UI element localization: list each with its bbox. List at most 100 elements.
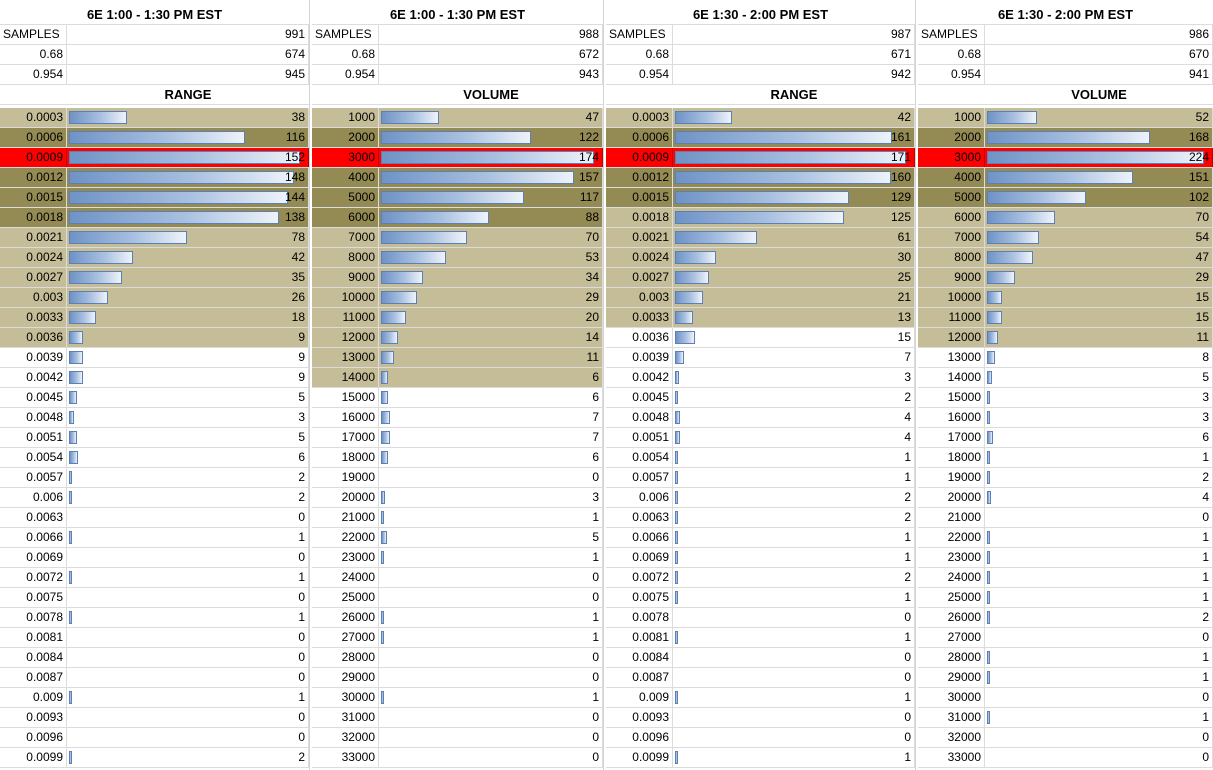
bin-row[interactable]: 15000 3 — [918, 388, 1213, 408]
bin-row[interactable]: 11000 20 — [312, 308, 603, 328]
stats-row[interactable]: SAMPLES 991 — [0, 25, 309, 45]
bin-row[interactable]: 0.0039 7 — [606, 348, 915, 368]
bin-row[interactable]: 26000 1 — [312, 608, 603, 628]
bin-row[interactable]: 0.009 1 — [0, 688, 309, 708]
bin-row[interactable]: 28000 1 — [918, 648, 1213, 668]
bin-row[interactable]: 2000 168 — [918, 128, 1213, 148]
bin-row[interactable]: 30000 1 — [312, 688, 603, 708]
bin-row[interactable]: 4000 151 — [918, 168, 1213, 188]
bin-row[interactable]: 0.006 2 — [0, 488, 309, 508]
bin-row[interactable]: 0.0012 160 — [606, 168, 915, 188]
bin-row[interactable]: 19000 0 — [312, 468, 603, 488]
bin-row[interactable]: 0.0033 13 — [606, 308, 915, 328]
bin-row[interactable]: 0.0009 152 — [0, 148, 309, 168]
bin-row[interactable]: 1000 47 — [312, 108, 603, 128]
bin-row[interactable]: 0.0048 3 — [0, 408, 309, 428]
bin-row[interactable]: 0.0012 148 — [0, 168, 309, 188]
bin-row[interactable]: 6000 88 — [312, 208, 603, 228]
bin-row[interactable]: 27000 0 — [918, 628, 1213, 648]
bin-row[interactable]: 0.0087 0 — [0, 668, 309, 688]
bin-row[interactable]: 0.0084 0 — [606, 648, 915, 668]
bin-row[interactable]: 6000 70 — [918, 208, 1213, 228]
bin-row[interactable]: 12000 11 — [918, 328, 1213, 348]
bin-row[interactable]: 2000 122 — [312, 128, 603, 148]
bin-row[interactable]: 25000 0 — [312, 588, 603, 608]
bin-row[interactable]: 17000 6 — [918, 428, 1213, 448]
bin-row[interactable]: 30000 0 — [918, 688, 1213, 708]
bin-row[interactable]: 31000 1 — [918, 708, 1213, 728]
bin-row[interactable]: 0.0051 4 — [606, 428, 915, 448]
bin-row[interactable]: 14000 6 — [312, 368, 603, 388]
bin-row[interactable]: 24000 0 — [312, 568, 603, 588]
bin-row[interactable]: 0.0099 1 — [606, 748, 915, 768]
bin-row[interactable]: 13000 11 — [312, 348, 603, 368]
bin-row[interactable]: 16000 7 — [312, 408, 603, 428]
bin-row[interactable]: 0.0018 138 — [0, 208, 309, 228]
bin-row[interactable]: 0.0069 1 — [606, 548, 915, 568]
bin-row[interactable]: 18000 6 — [312, 448, 603, 468]
bin-row[interactable]: 1000 52 — [918, 108, 1213, 128]
bin-row[interactable]: 0.0036 15 — [606, 328, 915, 348]
bin-row[interactable]: 0.0096 0 — [0, 728, 309, 748]
bin-row[interactable]: 33000 0 — [918, 748, 1213, 768]
stats-row[interactable]: SAMPLES 988 — [312, 25, 603, 45]
bin-row[interactable]: 29000 0 — [312, 668, 603, 688]
bin-row[interactable]: 0.0081 1 — [606, 628, 915, 648]
bin-row[interactable]: 0.0027 35 — [0, 268, 309, 288]
bin-row[interactable]: 20000 3 — [312, 488, 603, 508]
bin-row[interactable]: 0.0057 1 — [606, 468, 915, 488]
bin-row[interactable]: 8000 53 — [312, 248, 603, 268]
bin-row[interactable]: 10000 29 — [312, 288, 603, 308]
bin-row[interactable]: 0.0045 5 — [0, 388, 309, 408]
bin-row[interactable]: 0.0027 25 — [606, 268, 915, 288]
bin-row[interactable]: 0.0081 0 — [0, 628, 309, 648]
bin-row[interactable]: 0.0087 0 — [606, 668, 915, 688]
bin-row[interactable]: 0.0024 30 — [606, 248, 915, 268]
stats-row[interactable]: 0.954 942 — [606, 65, 915, 85]
bin-row[interactable]: 0.0078 0 — [606, 608, 915, 628]
stats-row[interactable]: 0.954 941 — [918, 65, 1213, 85]
stats-row[interactable]: SAMPLES 987 — [606, 25, 915, 45]
bin-row[interactable]: 0.0018 125 — [606, 208, 915, 228]
bin-row[interactable]: 0.009 1 — [606, 688, 915, 708]
bin-row[interactable]: 21000 1 — [312, 508, 603, 528]
bin-row[interactable]: 29000 1 — [918, 668, 1213, 688]
bin-row[interactable]: 0.0015 144 — [0, 188, 309, 208]
bin-row[interactable]: 33000 0 — [312, 748, 603, 768]
bin-row[interactable]: 32000 0 — [312, 728, 603, 748]
bin-row[interactable]: 0.0015 129 — [606, 188, 915, 208]
bin-row[interactable]: 3000 174 — [312, 148, 603, 168]
bin-row[interactable]: 0.0093 0 — [606, 708, 915, 728]
bin-row[interactable]: 22000 5 — [312, 528, 603, 548]
bin-row[interactable]: 7000 70 — [312, 228, 603, 248]
bin-row[interactable]: 0.006 2 — [606, 488, 915, 508]
bin-row[interactable]: 11000 15 — [918, 308, 1213, 328]
bin-row[interactable]: 0.003 21 — [606, 288, 915, 308]
stats-row[interactable]: 0.68 674 — [0, 45, 309, 65]
bin-row[interactable]: 0.0003 38 — [0, 108, 309, 128]
bin-row[interactable]: 0.0063 2 — [606, 508, 915, 528]
bin-row[interactable]: 10000 15 — [918, 288, 1213, 308]
bin-row[interactable]: 0.0099 2 — [0, 748, 309, 768]
bin-row[interactable]: 0.0051 5 — [0, 428, 309, 448]
bin-row[interactable]: 28000 0 — [312, 648, 603, 668]
bin-row[interactable]: 0.0069 0 — [0, 548, 309, 568]
bin-row[interactable]: 23000 1 — [312, 548, 603, 568]
bin-row[interactable]: 16000 3 — [918, 408, 1213, 428]
bin-row[interactable]: 22000 1 — [918, 528, 1213, 548]
bin-row[interactable]: 0.0033 18 — [0, 308, 309, 328]
bin-row[interactable]: 9000 29 — [918, 268, 1213, 288]
bin-row[interactable]: 0.0024 42 — [0, 248, 309, 268]
bin-row[interactable]: 0.0045 2 — [606, 388, 915, 408]
bin-row[interactable]: 0.0036 9 — [0, 328, 309, 348]
bin-row[interactable]: 0.0078 1 — [0, 608, 309, 628]
bin-row[interactable]: 0.0021 61 — [606, 228, 915, 248]
bin-row[interactable]: 5000 117 — [312, 188, 603, 208]
bin-row[interactable]: 0.0039 9 — [0, 348, 309, 368]
bin-row[interactable]: 0.0096 0 — [606, 728, 915, 748]
stats-row[interactable]: SAMPLES 986 — [918, 25, 1213, 45]
bin-row[interactable]: 12000 14 — [312, 328, 603, 348]
bin-row[interactable]: 0.0009 171 — [606, 148, 915, 168]
bin-row[interactable]: 8000 47 — [918, 248, 1213, 268]
bin-row[interactable]: 0.0072 2 — [606, 568, 915, 588]
